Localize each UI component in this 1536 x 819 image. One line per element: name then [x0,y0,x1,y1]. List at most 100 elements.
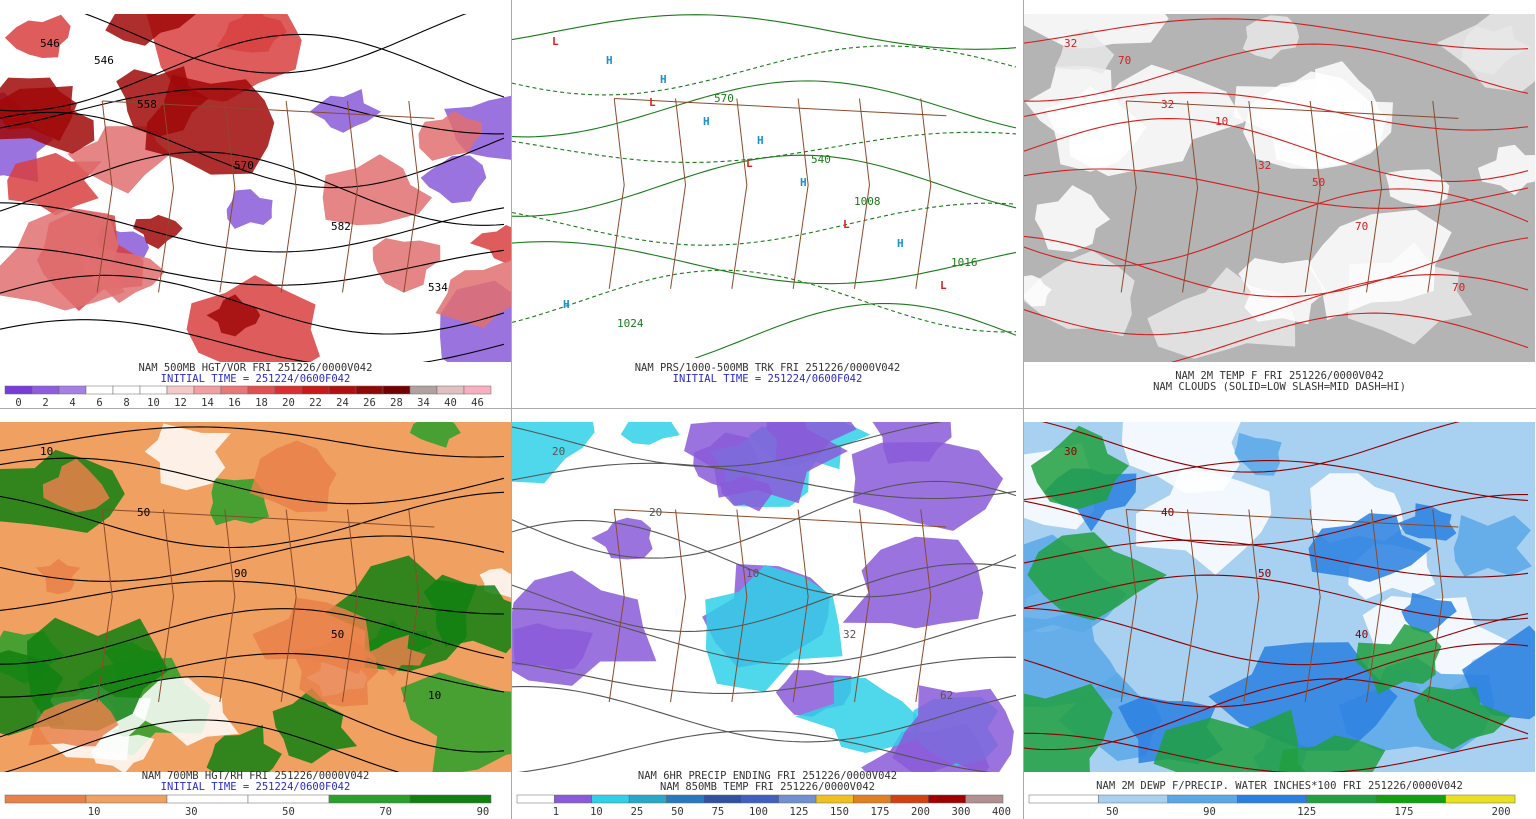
shaded-area [42,458,110,513]
map-label: H [606,54,613,67]
map-label: 10 [1215,115,1228,128]
colorbar-swatch [328,794,411,804]
colorbar-swatch [1306,794,1377,804]
shaded-area [1242,15,1300,60]
shaded-area [591,517,653,560]
colorbar-label: 46 [471,397,484,409]
colorbar-label: 12 [174,397,187,409]
caption: NAM CLOUDS (SOLID=LOW SLASH=MID DASH=HI) [1153,381,1406,393]
shaded-area [1398,503,1457,541]
border [158,100,175,293]
contour [512,269,1017,333]
map-label: L [552,35,559,48]
colorbar-label: 175 [1394,806,1413,818]
map: 32 32 32 70 70 70 10 50 [1024,14,1535,362]
shaded-area [795,677,921,753]
contour [512,45,1017,96]
map-label: 50 [331,628,344,641]
colorbar-swatch [247,385,276,395]
colorbar-swatch [778,794,817,804]
border [219,100,236,293]
colorbar-label: 400 [992,806,1011,818]
border [853,509,870,703]
shaded-area [35,558,81,595]
map-label: 10 [746,567,759,580]
shaded-area [1208,642,1398,751]
map-label: 90 [234,567,247,580]
shaded-area [1234,432,1282,476]
map-panel: 20 20 10 32 62 [512,422,1023,772]
colorbar-swatch [554,794,593,804]
shaded-area [4,14,71,58]
map-label: 32 [1161,98,1174,111]
border [102,100,435,119]
shaded-area [1136,470,1272,575]
contour [1024,43,1529,102]
shaded-area [1453,514,1532,577]
colorbar-swatch [193,385,222,395]
border [853,98,870,289]
shaded-area [67,126,171,194]
colorbar-label: 125 [1297,806,1316,818]
contour [1024,460,1529,502]
shaded-area [1054,29,1115,74]
shaded-area [400,672,511,772]
contour [512,154,1017,217]
contour [84,14,467,74]
colorbar-label: 18 [255,397,268,409]
contour [0,675,505,753]
map-label: H [800,176,807,189]
shaded-area [1285,61,1380,138]
contour [0,608,505,665]
map: 20 20 10 32 62 [512,422,1023,772]
border [1126,100,1459,119]
colorbar-swatch [628,794,667,804]
map-label: L [649,96,656,109]
contour [512,80,1017,138]
shaded-area [1030,425,1130,509]
colorbar-swatch [436,385,465,395]
colorbar-swatch [328,385,357,395]
map-label: 50 [1312,176,1325,189]
shaded-area [27,617,169,731]
colorbar-swatch [927,794,966,804]
map: 30 40 50 40 [1024,422,1535,772]
colorbar-label: 150 [830,806,849,818]
shaded-area [1436,14,1535,93]
shaded-area [842,536,984,629]
shaded-area [851,442,1004,531]
contour [0,88,505,135]
colorbar-swatch [1375,794,1446,804]
caption: NAM 2M TEMP F FRI 251226/0000V042 [1175,370,1384,382]
shaded-area [1024,250,1135,337]
caption: INITIAL TIME = 251224/0600F042 [161,373,351,385]
colorbar-label: 50 [1106,806,1119,818]
shaded-area [1413,686,1512,750]
colorbar-label: 1 [553,806,559,818]
shaded-area [1278,735,1386,772]
border [915,509,932,703]
colorbar-swatch [1445,794,1516,804]
contour [1024,574,1529,621]
map-label: 40 [1161,506,1174,519]
contour [512,686,1017,743]
colorbar-swatch [31,385,60,395]
map-label: 20 [649,506,662,519]
contour [1024,678,1529,751]
shaded-area [309,89,382,133]
border [614,509,947,528]
colorbar-swatch [166,794,249,804]
shaded-area [1385,169,1450,207]
colorbar-swatch [85,385,114,395]
map: 10 50 90 50 10 [0,422,511,772]
shaded-area [1477,144,1535,196]
shaded-area [1462,625,1535,720]
shaded-area [409,422,461,448]
contour [1024,235,1529,298]
border [670,509,687,703]
contour [1041,422,1461,473]
shaded-area [28,699,119,747]
colorbar-label: 50 [282,806,295,818]
